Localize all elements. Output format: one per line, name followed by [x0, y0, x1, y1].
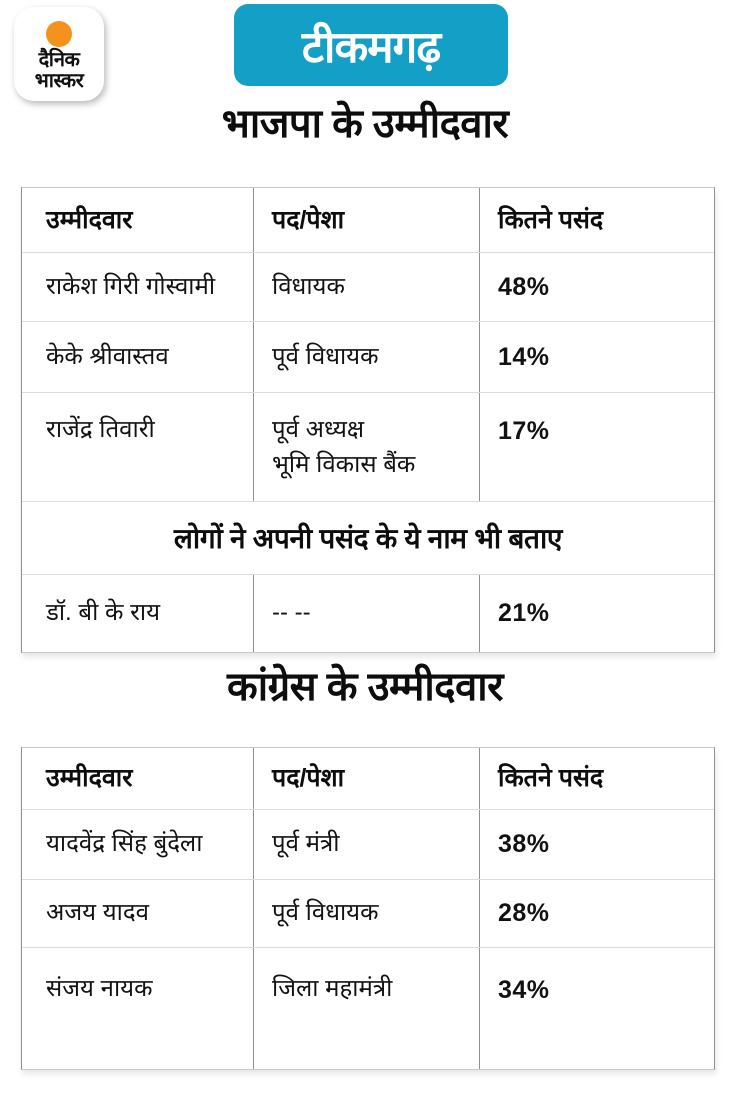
table-row: राकेश गिरी गोस्वामी विधायक 48%	[22, 252, 714, 321]
table-row: केके श्रीवास्तव पूर्व विधायक 14%	[22, 321, 714, 392]
candidate-percent: 21%	[479, 575, 714, 652]
table-header-row: उम्मीदवार पद/पेशा कितने पसंद	[22, 748, 714, 809]
table-row: यादवेंद्र सिंह बुंदेला पूर्व मंत्री 38%	[22, 809, 714, 879]
candidate-name: राकेश गिरी गोस्वामी	[46, 272, 216, 300]
table-banner-row: लोगों ने अपनी पसंद के ये नाम भी बताए	[22, 501, 714, 574]
candidate-name: केके श्रीवास्तव	[46, 342, 169, 370]
candidate-name: संजय नायक	[46, 975, 153, 1002]
city-badge-title: टीकमगढ़	[301, 23, 441, 72]
candidate-percent: 38%	[479, 810, 714, 879]
sun-icon	[46, 21, 72, 47]
candidate-role: विधायक	[253, 253, 479, 321]
column-header-percent: कितने पसंद	[479, 188, 714, 252]
table-row: अजय यादव पूर्व विधायक 28%	[22, 879, 714, 947]
congress-candidates-table: उम्मीदवार पद/पेशा कितने पसंद यादवेंद्र स…	[21, 747, 715, 1070]
candidate-role: पूर्व मंत्री	[253, 810, 479, 879]
logo-text-line1: दैनिक	[38, 49, 80, 71]
candidate-name: राजेंद्र तिवारी	[46, 416, 155, 443]
column-header-role: पद/पेशा	[253, 188, 479, 252]
candidate-percent: 34%	[479, 948, 714, 1069]
table-row: राजेंद्र तिवारी पूर्व अध्यक्ष भूमि विकास…	[22, 392, 714, 501]
candidate-percent: 28%	[479, 880, 714, 947]
candidate-role: जिला महामंत्री	[253, 948, 479, 1069]
candidate-percent: 48%	[479, 253, 714, 321]
column-header-candidate: उम्मीदवार	[46, 205, 133, 234]
banner-text: लोगों ने अपनी पसंद के ये नाम भी बताए	[173, 523, 563, 554]
logo-text-line2: भास्कर	[34, 70, 84, 93]
table-row: डॉ. बी के राय -- -- 21%	[22, 574, 714, 652]
logo-text: दैनिक भास्कर	[14, 49, 104, 93]
candidate-role: -- --	[253, 575, 479, 652]
table-row: संजय नायक जिला महामंत्री 34%	[22, 947, 714, 1069]
candidate-name: अजय यादव	[46, 899, 149, 927]
candidate-name: यादवेंद्र सिंह बुंदेला	[46, 830, 203, 858]
table-header-row: उम्मीदवार पद/पेशा कितने पसंद	[22, 188, 714, 252]
bjp-candidates-table: उम्मीदवार पद/पेशा कितने पसंद राकेश गिरी …	[21, 187, 715, 653]
dainik-bhaskar-logo: दैनिक भास्कर	[14, 7, 104, 101]
city-badge: टीकमगढ़	[234, 4, 508, 86]
section-heading-bjp: भाजपा के उम्मीदवार	[221, 102, 509, 146]
column-header-candidate: उम्मीदवार	[46, 764, 133, 793]
section-heading-congress: कांग्रेस के उम्मीदवार	[227, 665, 504, 709]
candidate-percent: 17%	[479, 393, 714, 501]
column-header-percent: कितने पसंद	[479, 748, 714, 809]
candidate-role: पूर्व विधायक	[253, 322, 479, 392]
candidate-name: डॉ. बी के राय	[46, 599, 161, 627]
candidate-role: पूर्व विधायक	[253, 880, 479, 947]
column-header-role: पद/पेशा	[253, 748, 479, 809]
candidate-percent: 14%	[479, 322, 714, 392]
candidate-role: पूर्व अध्यक्ष भूमि विकास बैंक	[253, 393, 479, 501]
